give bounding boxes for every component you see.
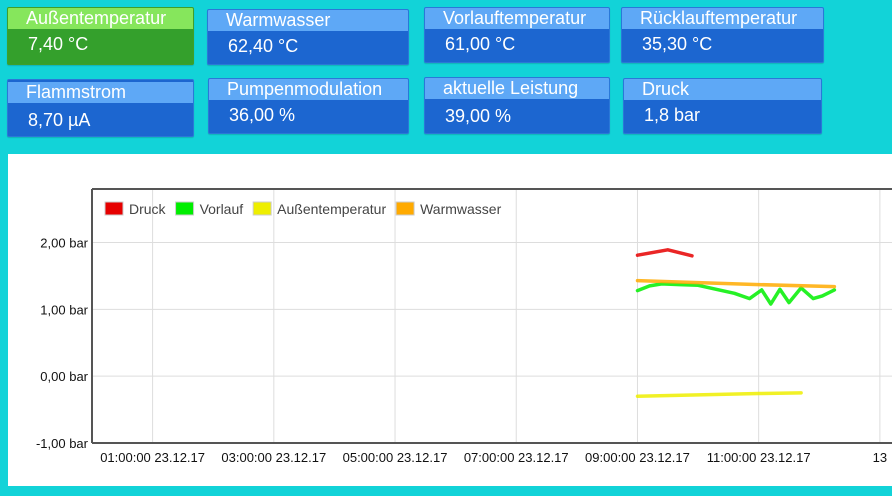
y-tick-label: 2,00 bar: [40, 235, 88, 250]
tile-label: Rücklauftemperatur: [622, 8, 823, 29]
tile-value: 8,70 µA: [28, 110, 91, 130]
chart-panel: 2,00 bar 1,00 bar 0,00 bar -1,00 bar 01:00:0…: [8, 154, 892, 486]
x-tick-label: 09:00:00 23.12.17: [585, 450, 690, 465]
tile-warmwasser: Warmwasser 62,40 °C: [207, 9, 409, 65]
tile-label: Außentemperatur: [8, 8, 193, 29]
chart-axes: [91, 188, 892, 444]
tile-value: 39,00 %: [445, 106, 512, 126]
x-tick-label: 11:00:00 23.12.17: [707, 450, 811, 465]
tile-value: 1,8 bar: [644, 105, 701, 125]
legend-swatch: [395, 201, 415, 216]
tile-label: Pumpenmodulation: [209, 79, 408, 100]
y-tick-label: -1,00 bar: [36, 436, 89, 451]
legend-label: Vorlauf: [200, 201, 244, 217]
x-tick-label: 05:00:00 23.12.17: [343, 450, 448, 465]
line-chart: 2,00 bar 1,00 bar 0,00 bar -1,00 bar 01:00:0…: [8, 154, 892, 465]
legend-label: Druck: [129, 201, 167, 217]
tile-label: Druck: [624, 79, 821, 100]
y-tick-label: 0,00 bar: [40, 369, 88, 384]
series-line-außentemperatur: [635, 391, 803, 398]
tile-value: 35,30 °C: [642, 34, 713, 54]
x-tick-label: 07:00:00 23.12.17: [464, 450, 569, 465]
tile-value: 61,00 °C: [445, 34, 516, 54]
chart-header-area: [8, 154, 892, 189]
chart-grid: [8, 154, 892, 444]
legend-swatch: [175, 201, 195, 216]
x-tick-label: 01:00:00 23.12.17: [100, 450, 205, 465]
x-tick-label: 03:00:00 23.12.17: [221, 450, 326, 465]
tile-vorlauftemperatur: Vorlauftemperatur 61,00 °C: [424, 7, 610, 63]
tile-label: aktuelle Leistung: [425, 78, 609, 99]
tile-value: 36,00 %: [229, 105, 296, 125]
tile-label: Vorlauftemperatur: [425, 8, 609, 29]
tile-label: Flammstrom: [8, 82, 193, 103]
series-line-vorlauf: [635, 282, 837, 306]
tile-aussentemperatur: Außentemperatur 7,40 °C: [7, 7, 194, 65]
y-tick-label: 1,00 bar: [40, 302, 88, 317]
chart-legend: Druck Vorlauf Außentemperatur Warmwasser: [104, 201, 502, 217]
tile-value: 62,40 °C: [228, 36, 299, 56]
legend-label: Außentemperatur: [277, 201, 386, 217]
series-line-warmwasser: [635, 278, 837, 289]
tile-value: 7,40 °C: [28, 34, 89, 54]
legend-swatch: [252, 201, 272, 216]
series-line-druck: [635, 248, 694, 258]
tile-flammstrom: Flammstrom 8,70 µA: [7, 79, 194, 137]
tile-ruecklauftemperatur: Rücklauftemperatur 35,30 °C: [621, 7, 824, 63]
legend-label: Warmwasser: [420, 201, 501, 217]
chart-tick-labels: 2,00 bar 1,00 bar 0,00 bar -1,00 bar 01:00:0…: [36, 235, 887, 465]
chart-series: [635, 248, 837, 398]
legend-swatch: [104, 201, 124, 216]
tile-pumpenmodulation: Pumpenmodulation 36,00 %: [208, 78, 409, 134]
tile-label: Warmwasser: [208, 10, 408, 31]
tile-druck: Druck 1,8 bar: [623, 78, 822, 134]
x-tick-label: 13: [873, 450, 887, 465]
tile-aktuelle-leistung: aktuelle Leistung 39,00 %: [424, 77, 610, 134]
